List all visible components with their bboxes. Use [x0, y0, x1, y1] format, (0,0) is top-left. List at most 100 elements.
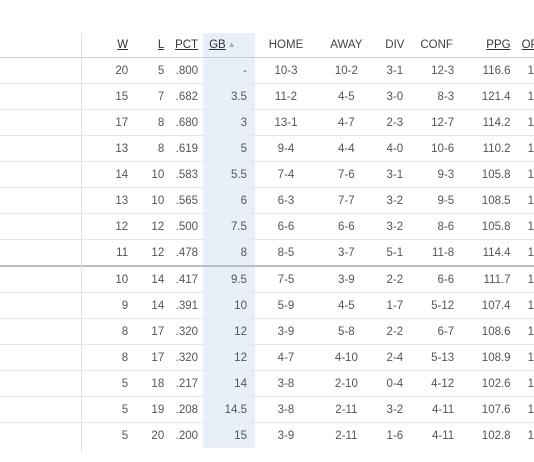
gb-cell: 8: [203, 239, 255, 267]
away-record-cell: 4-5: [317, 83, 376, 110]
div-record-cell: 5-1: [375, 239, 415, 267]
w-cell: 8: [92, 344, 134, 371]
l-cell: 5: [133, 57, 170, 84]
team-column-divider: [81, 33, 82, 453]
gb-cell: 3.5: [203, 83, 255, 110]
team-cell: [0, 83, 93, 110]
team-cell: [0, 239, 93, 267]
conf-record-cell: 12-7: [414, 109, 460, 136]
w-cell: 17: [92, 109, 134, 136]
pct-cell: .682: [169, 83, 204, 110]
team-cell: [0, 318, 93, 345]
l-column-header[interactable]: L: [133, 33, 170, 58]
gb-header-label: GB: [209, 39, 226, 51]
div-record-cell: 3-1: [375, 161, 415, 188]
pct-cell: .208: [169, 396, 204, 423]
ppg-column-header[interactable]: PPG: [459, 33, 516, 58]
ppg-cell: 114.4: [459, 239, 516, 267]
team-cell: [0, 161, 93, 188]
div-record-cell: 3-2: [375, 396, 415, 423]
ppg-cell: 114.2: [459, 109, 516, 136]
team-cell: [0, 109, 93, 136]
w-cell: 11: [92, 239, 134, 267]
ppg-cell: 105.8: [459, 213, 516, 240]
l-cell: 8: [133, 109, 170, 136]
opp-ppg-column-header[interactable]: OPP PPG: [515, 33, 534, 58]
l-cell: 12: [133, 239, 170, 267]
l-cell: 10: [133, 161, 170, 188]
team-column-header: [0, 33, 93, 58]
home-record-cell: 3-9: [254, 318, 318, 345]
div-record-cell: 2-4: [375, 344, 415, 371]
conf-column-header: CONF: [414, 33, 460, 58]
away-record-cell: 4-7: [317, 109, 376, 136]
div-record-cell: 3-1: [375, 57, 415, 84]
w-cell: 15: [92, 83, 134, 110]
div-record-cell: 2-2: [375, 266, 415, 293]
team-cell: [0, 292, 93, 319]
away-record-cell: 5-8: [317, 318, 376, 345]
w-column-header[interactable]: W: [92, 33, 134, 58]
home-record-cell: 11-2: [254, 83, 318, 110]
team-cell: [0, 187, 93, 214]
pct-cell: .680: [169, 109, 204, 136]
home-record-cell: 8-5: [254, 239, 318, 267]
home-record-cell: 5-9: [254, 292, 318, 319]
away-record-cell: 7-7: [317, 187, 376, 214]
pct-cell: .200: [175, 429, 199, 442]
l-cell: 14: [133, 292, 170, 319]
conf-record-cell: 4-12: [414, 370, 460, 397]
home-record-cell: 3-9: [277, 429, 295, 442]
gb-cell: 5.5: [203, 161, 255, 188]
team-cell: [0, 423, 93, 449]
conf-record-cell: 12-3: [414, 57, 460, 84]
home-record-cell: 9-4: [254, 135, 318, 162]
l-cell: 7: [133, 83, 170, 110]
w-cell: 14: [92, 161, 134, 188]
gb-cell: 14: [203, 370, 255, 397]
opp-ppg-cell: 118.9: [515, 396, 534, 423]
conf-record-cell: 5-12: [414, 292, 460, 319]
l-cell: 20: [151, 429, 165, 442]
opp-ppg-cell: 102.1: [515, 161, 534, 188]
conf-record-cell: 4-11: [432, 429, 455, 442]
ppg-cell: 107.6: [459, 396, 516, 423]
opp-ppg-cell: 109.4: [515, 292, 534, 319]
team-cell: [0, 396, 93, 423]
gb-cell: 10: [203, 292, 255, 319]
away-record-cell: 2-11: [317, 396, 376, 423]
away-record-cell: 3-9: [317, 266, 376, 293]
gb-column-header[interactable]: GB ▲: [203, 33, 255, 58]
ppg-cell: 116.6: [459, 57, 516, 84]
conf-record-cell: 8-6: [414, 213, 460, 240]
away-column-header: AWAY: [317, 33, 376, 58]
opp-ppg-cell: 116.7: [515, 266, 534, 293]
l-cell: 18: [133, 370, 170, 397]
div-record-cell: 1-7: [375, 292, 415, 319]
pct-column-header[interactable]: PCT: [169, 33, 204, 58]
pct-cell: .391: [169, 292, 204, 319]
w-cell: 5: [92, 370, 134, 397]
l-cell: 19: [133, 396, 170, 423]
pct-cell: .320: [169, 318, 204, 345]
pct-cell: .619: [169, 135, 204, 162]
team-cell: [0, 370, 93, 397]
div-record-cell: 2-2: [375, 318, 415, 345]
away-record-cell: 4-10: [317, 344, 376, 371]
gb-cell: 7.5: [203, 213, 255, 240]
table-row[interactable]: 5 20 .200 15 3-9 2-11 1-6 4-11 102.8 112.2: [0, 422, 534, 449]
